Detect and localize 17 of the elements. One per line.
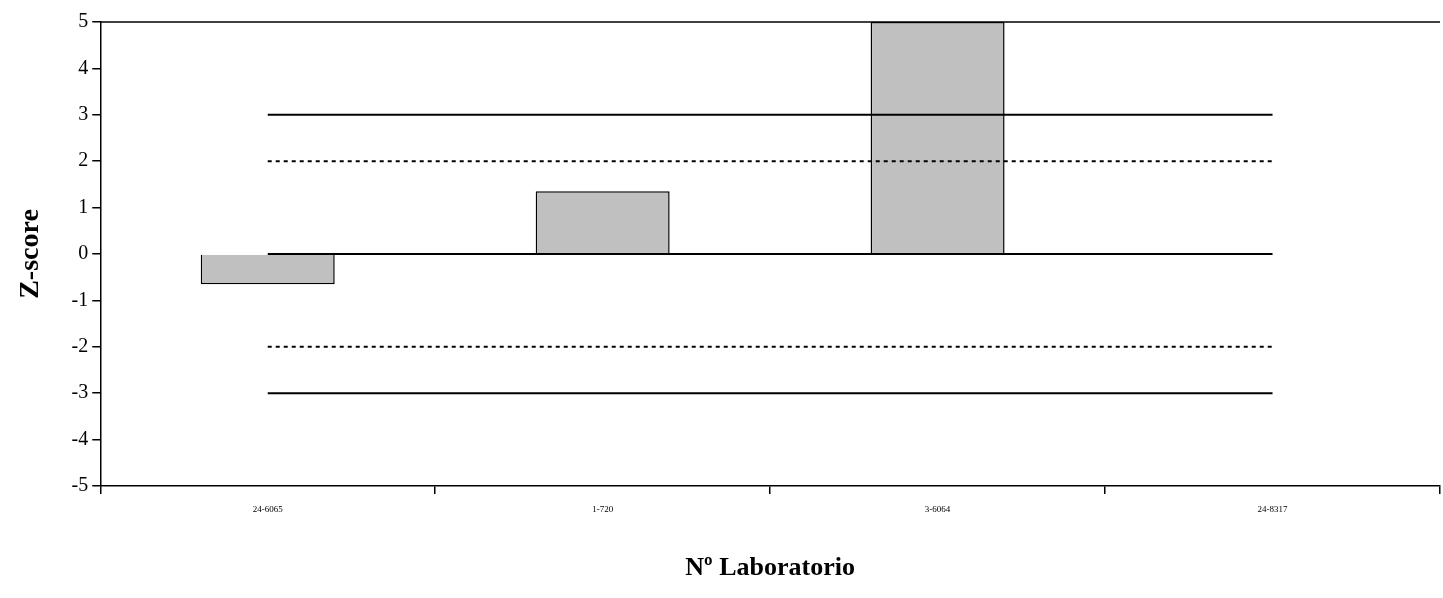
x-tick-label: 24-6065	[252, 503, 284, 514]
y-tick-label: -1	[71, 287, 89, 310]
x-axis-title: Nº Laboratorio	[685, 552, 855, 582]
y-tick-label: 0	[78, 241, 89, 264]
y-axis-title: Z-score	[13, 209, 45, 299]
x-tick-label: 3-6064	[924, 503, 951, 514]
x-tick-label: 1-720	[592, 503, 614, 514]
y-tick-label: 2	[78, 148, 89, 171]
y-tick-label: -4	[71, 426, 89, 449]
x-tick-label: 24-8317	[1257, 503, 1289, 514]
y-tick-label: 3	[78, 102, 89, 125]
y-tick-label: 4	[78, 55, 89, 78]
y-tick-label: -5	[71, 473, 89, 496]
y-tick-label: -3	[71, 380, 89, 403]
y-tick-label: 1	[78, 194, 89, 217]
y-tick-label: 5	[78, 9, 89, 32]
y-tick-label: -2	[71, 334, 89, 357]
